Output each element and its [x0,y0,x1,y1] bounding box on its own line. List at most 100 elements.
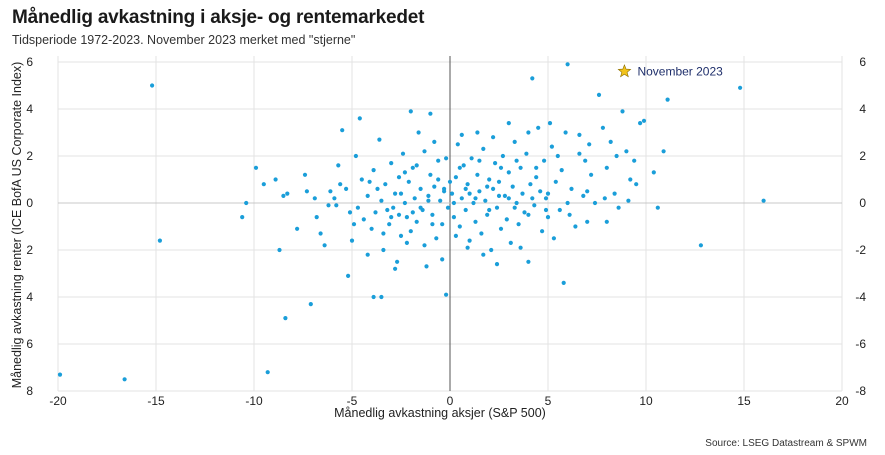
data-point [240,215,245,220]
data-point [516,222,521,227]
data-point [475,130,480,135]
data-point [526,130,531,135]
grid-lines [57,56,843,392]
data-point [604,219,609,224]
data-point [485,184,490,189]
data-point [353,153,358,159]
chart-title: Månedlig avkastning i aksje- og rentemar… [12,7,425,28]
data-point [334,203,339,208]
data-point [583,158,588,163]
data-point [526,212,531,217]
data-point [371,168,376,173]
data-point [506,196,511,201]
data-point [540,229,545,234]
data-point [634,182,639,187]
y-tick-label-left: 0 [26,196,33,210]
data-point [508,240,513,245]
data-point [436,177,441,182]
data-point [641,118,647,123]
data-point [661,149,666,154]
data-point [244,200,249,206]
data-point [632,158,637,163]
data-point [738,85,743,90]
data-point [481,146,486,151]
axes [58,56,842,391]
data-point [440,257,445,262]
data-point [328,189,333,194]
data-point [351,222,357,227]
y-tick-label-left: 8 [26,384,33,398]
chart-subtitle: Tidsperiode 1972-2023. November 2023 mer… [12,33,356,47]
data-point [449,191,455,196]
data-point [604,165,609,170]
data-point [551,236,557,241]
data-point [387,222,392,227]
data-point [496,193,502,198]
data-point [344,186,349,191]
data-point [404,240,409,245]
data-point [432,139,437,144]
data-point [761,198,766,203]
data-point [414,163,419,168]
data-point [418,186,423,191]
data-point [479,231,484,236]
y-tick-label-left: 6 [26,55,33,69]
data-point [391,205,396,210]
data-point [577,151,582,156]
data-point [498,226,504,231]
data-point [573,224,578,229]
data-point [416,130,421,135]
data-point [389,161,394,166]
data-point [602,196,607,201]
data-point [408,229,413,234]
data-point [402,170,407,175]
x-tick-label: 5 [545,394,552,408]
y-tick-label-right: 4 [859,102,866,116]
data-point [57,372,63,377]
data-point [393,266,398,271]
data-point [494,262,500,267]
data-point [698,243,704,248]
data-point [357,116,362,121]
y-tick-label-left: 2 [26,149,33,163]
data-point [532,203,537,208]
tick-labels: -20 -15 -10 -5 0 5 10 15 208 -86 -64 -42 -20 02 24 46 6 [26,55,866,408]
data-point [473,219,478,224]
data-point [491,186,496,191]
y-tick-label-right: -8 [855,384,866,398]
data-point [393,191,398,196]
data-point [281,193,286,198]
data-point [365,193,370,198]
data-point [651,170,656,175]
x-tick-label: -15 [147,394,165,408]
data-point [628,177,633,182]
y-tick-label-right: 0 [859,196,866,210]
data-point [379,198,384,203]
data-point [444,156,449,161]
data-point [612,191,617,196]
data-point [459,132,464,137]
data-point [569,186,574,191]
data-point [536,125,541,130]
data-point [447,179,453,184]
data-point [314,215,319,220]
y-tick-label-left: 2 [26,243,33,257]
y-axis-label: Månedlig avkastning renter (ICE BofA US … [10,62,24,389]
data-point [638,121,643,126]
data-point [451,215,456,220]
data-point [440,222,445,227]
data-point [430,212,435,217]
data-point [408,109,413,114]
y-tick-label-right: -2 [855,243,866,257]
data-point [557,207,562,213]
data-point [491,135,496,140]
data-point [385,207,390,213]
data-point [406,179,411,184]
data-point [283,316,288,321]
data-point [512,139,517,144]
data-point [412,196,417,201]
data-point [308,302,313,307]
data-point [261,182,266,187]
data-point [302,172,308,177]
y-tick-label-right: 6 [859,55,866,69]
